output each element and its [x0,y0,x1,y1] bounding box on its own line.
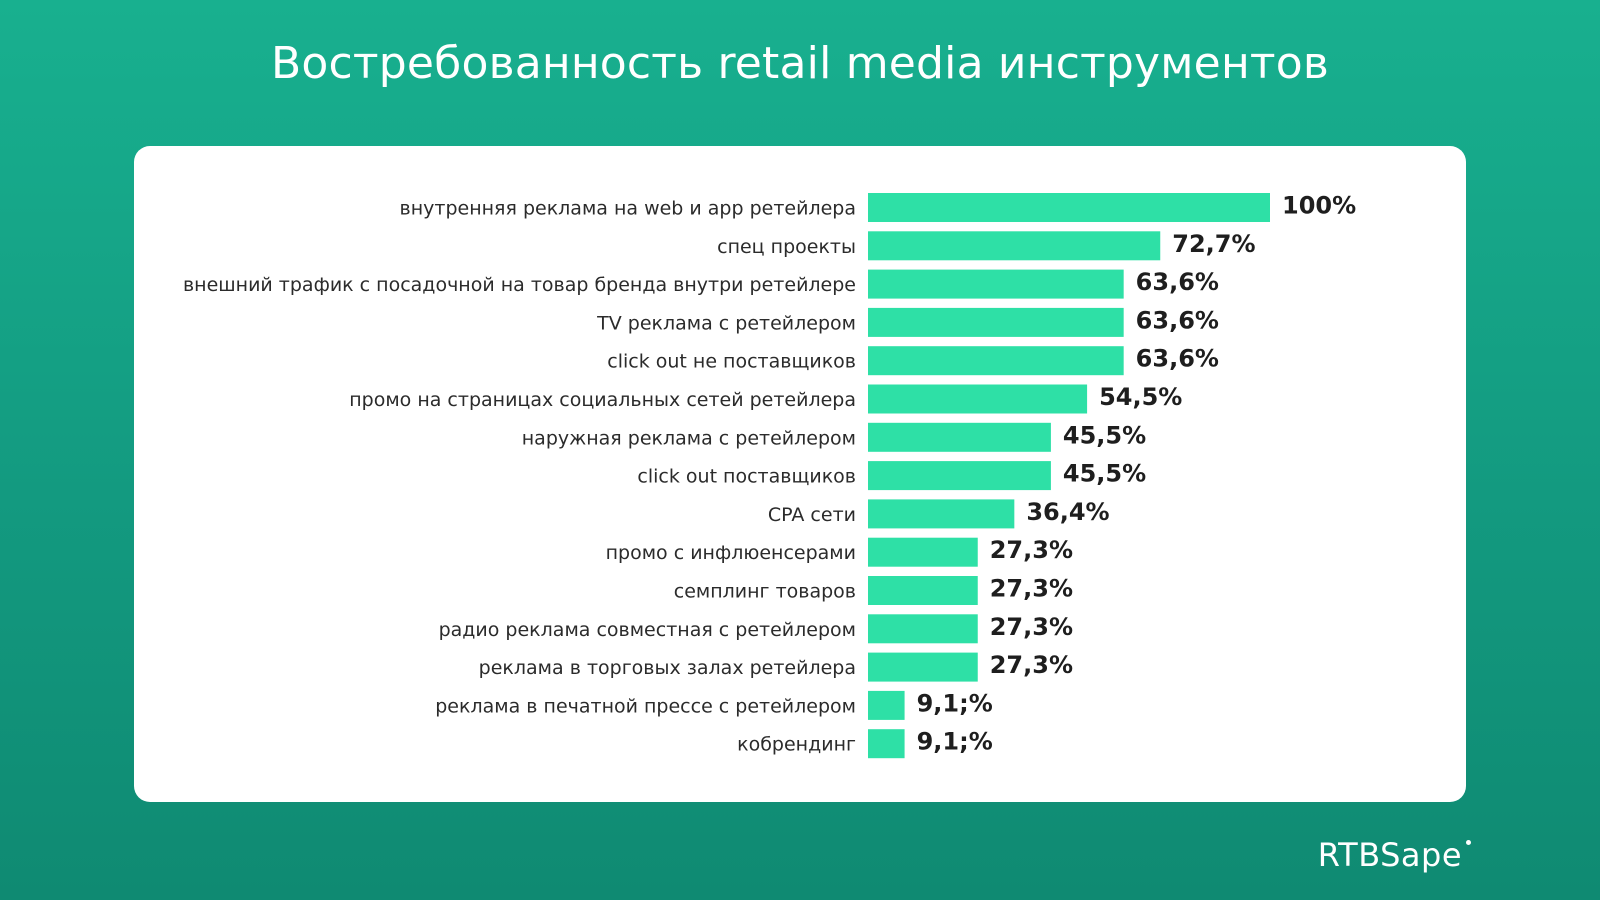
category-label: CPA сети [768,504,856,526]
value-label: 54,5% [1099,383,1182,411]
chart-card: внутренняя реклама на web и app ретейлер… [134,146,1466,802]
category-label: реклама в торговых залах ретейлера [479,657,856,679]
category-label: семплинг товаров [674,581,856,603]
category-label: click out не поставщиков [607,351,856,373]
value-label: 63,6% [1136,268,1219,296]
bar [868,193,1270,222]
bar [868,422,1051,452]
bar [868,499,1015,529]
bar [868,461,1051,491]
value-label: 63,6% [1136,345,1219,373]
category-label: click out поставщиков [637,466,856,488]
bar [868,652,978,682]
category-label: TV реклама с ретейлером [596,312,856,334]
bar [868,537,978,567]
category-label: внешний трафик с посадочной на товар бре… [183,274,856,296]
value-label: 27,3% [990,613,1073,641]
bar [868,614,978,644]
bar [868,690,905,720]
brand-logo: RTBSape [1317,836,1471,874]
value-label: 72,7% [1172,230,1255,258]
value-label: 45,5% [1063,421,1146,449]
category-label: наружная реклама с ретейлером [522,427,856,449]
bar [868,346,1124,376]
bar [868,269,1124,299]
value-label: 45,5% [1063,460,1146,488]
logo-dot-icon [1466,840,1471,845]
category-label: внутренняя реклама на web и app ретейлер… [400,198,856,220]
bar-chart: внутренняя реклама на web и app ретейлер… [183,192,1356,759]
value-label: 9,1;% [917,728,993,756]
category-label: промо на страницах социальных сетей рете… [349,389,856,411]
value-label: 27,3% [990,651,1073,679]
bar [868,231,1161,261]
bar [868,384,1088,414]
brand-name: RTBSape [1317,836,1462,874]
category-label: спец проекты [717,236,856,258]
category-label: промо с инфлюенсерами [606,542,856,564]
category-label: кобрендинг [737,734,856,756]
value-label: 63,6% [1136,306,1219,334]
value-label: 36,4% [1026,498,1109,526]
value-label: 27,3% [990,536,1073,564]
chart-title: Востребованность retail media инструмент… [270,38,1330,89]
value-label: 100% [1282,192,1356,220]
bar [868,576,978,605]
category-label: реклама в печатной прессе с ретейлером [435,695,856,717]
category-label: радио реклама совместная с ретейлером [439,619,856,641]
bar [868,307,1124,337]
value-label: 27,3% [990,575,1073,603]
bar [868,729,905,759]
value-label: 9,1;% [917,689,993,717]
